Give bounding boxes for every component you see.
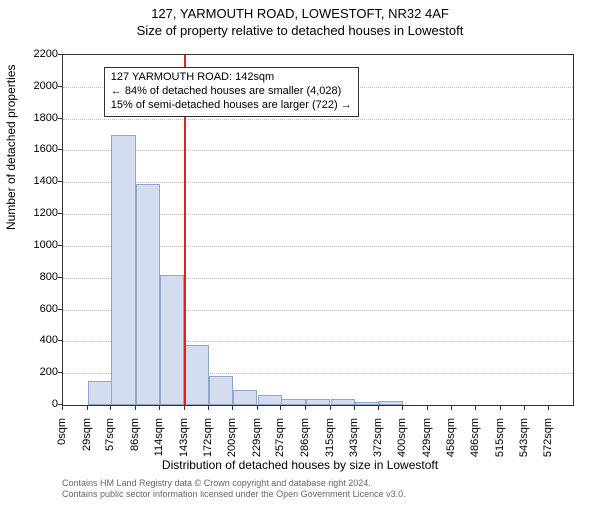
x-tick-label: 143sqm (178, 418, 190, 468)
x-tick-mark (451, 406, 452, 410)
x-tick-label: 458sqm (445, 418, 457, 468)
x-tick-label: 57sqm (104, 418, 116, 468)
footer-line2: Contains public sector information licen… (62, 489, 406, 500)
x-tick-label: 114sqm (153, 418, 165, 468)
page-title-line1: 127, YARMOUTH ROAD, LOWESTOFT, NR32 4AF (0, 6, 600, 21)
x-tick-mark (110, 406, 111, 410)
gridline (63, 150, 573, 151)
x-tick-label: 172sqm (202, 418, 214, 468)
annotation-box: 127 YARMOUTH ROAD: 142sqm← 84% of detach… (104, 67, 359, 116)
x-tick-mark (427, 406, 428, 410)
y-tick-label: 2000 (34, 80, 58, 92)
gridline (63, 119, 573, 120)
histogram-bar (111, 135, 135, 405)
y-tick-label: 1400 (34, 175, 58, 187)
y-tick-mark (58, 277, 62, 278)
y-tick-mark (58, 149, 62, 150)
x-tick-label: 86sqm (129, 418, 141, 468)
x-tick-label: 257sqm (274, 418, 286, 468)
histogram-bar (355, 402, 379, 405)
annotation-line: 15% of semi-detached houses are larger (… (111, 99, 352, 113)
y-tick-label: 1000 (34, 239, 58, 251)
x-tick-mark (184, 406, 185, 410)
x-tick-label: 343sqm (348, 418, 360, 468)
histogram-bar (136, 184, 160, 405)
x-tick-label: 400sqm (396, 418, 408, 468)
x-tick-mark (354, 406, 355, 410)
x-tick-mark (305, 406, 306, 410)
histogram-bar (185, 345, 209, 405)
y-tick-mark (58, 245, 62, 246)
x-tick-label: 286sqm (299, 418, 311, 468)
x-tick-label: 515sqm (494, 418, 506, 468)
y-tick-mark (58, 118, 62, 119)
x-tick-label: 572sqm (542, 418, 554, 468)
x-tick-mark (548, 406, 549, 410)
x-tick-mark (257, 406, 258, 410)
y-tick-mark (58, 340, 62, 341)
x-tick-label: 543sqm (518, 418, 530, 468)
y-tick-mark (58, 213, 62, 214)
y-tick-label: 800 (40, 271, 58, 283)
x-tick-mark (378, 406, 379, 410)
x-tick-mark (500, 406, 501, 410)
y-axis-label: Number of detached properties (4, 65, 18, 230)
y-tick-mark (58, 309, 62, 310)
page-title-line2: Size of property relative to detached ho… (0, 23, 600, 38)
footer-line1: Contains HM Land Registry data © Crown c… (62, 478, 406, 489)
x-tick-mark (62, 406, 63, 410)
y-tick-label: 1200 (34, 207, 58, 219)
y-tick-label: 1800 (34, 112, 58, 124)
histogram-bar (233, 390, 257, 405)
x-tick-mark (330, 406, 331, 410)
histogram-chart: 127 YARMOUTH ROAD: 142sqm← 84% of detach… (62, 54, 574, 406)
x-tick-label: 315sqm (324, 418, 336, 468)
histogram-bar (258, 395, 282, 405)
footer-attribution: Contains HM Land Registry data © Crown c… (62, 478, 406, 500)
y-tick-mark (58, 404, 62, 405)
annotation-line: ← 84% of detached houses are smaller (4,… (111, 85, 352, 99)
x-tick-label: 229sqm (251, 418, 263, 468)
x-tick-mark (524, 406, 525, 410)
x-tick-label: 200sqm (226, 418, 238, 468)
histogram-bar (160, 275, 184, 405)
x-tick-label: 429sqm (421, 418, 433, 468)
y-tick-label: 200 (40, 366, 58, 378)
x-tick-mark (208, 406, 209, 410)
y-tick-label: 600 (40, 303, 58, 315)
y-tick-label: 400 (40, 334, 58, 346)
histogram-bar (281, 399, 305, 405)
x-tick-mark (159, 406, 160, 410)
y-tick-mark (58, 54, 62, 55)
y-tick-label: 2200 (34, 48, 58, 60)
x-tick-mark (135, 406, 136, 410)
annotation-line: 127 YARMOUTH ROAD: 142sqm (111, 71, 352, 85)
histogram-bar (306, 399, 330, 405)
x-tick-mark (232, 406, 233, 410)
x-tick-mark (280, 406, 281, 410)
x-tick-mark (402, 406, 403, 410)
histogram-bar (379, 401, 403, 405)
y-tick-mark (58, 86, 62, 87)
y-tick-label: 1600 (34, 143, 58, 155)
x-tick-label: 29sqm (81, 418, 93, 468)
x-tick-label: 372sqm (372, 418, 384, 468)
histogram-bar (88, 381, 112, 405)
y-tick-mark (58, 181, 62, 182)
y-tick-mark (58, 372, 62, 373)
x-tick-label: 0sqm (56, 418, 68, 468)
x-tick-mark (87, 406, 88, 410)
histogram-bar (331, 399, 355, 405)
x-tick-label: 486sqm (469, 418, 481, 468)
x-tick-mark (475, 406, 476, 410)
histogram-bar (209, 376, 233, 405)
